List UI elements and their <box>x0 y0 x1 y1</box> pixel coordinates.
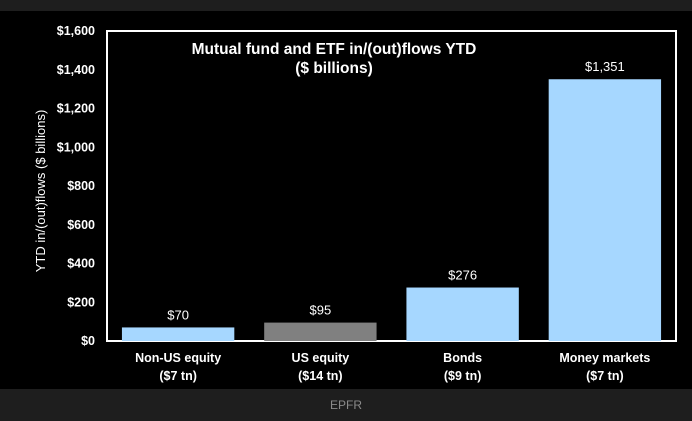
source-caption: EPFR <box>0 389 692 421</box>
bar <box>406 287 519 341</box>
y-tick-label: $1,400 <box>57 63 95 77</box>
x-category-label: Money markets <box>559 351 650 365</box>
y-tick-label: $1,200 <box>57 102 95 116</box>
bar-value-label: $276 <box>448 268 477 283</box>
x-category-sublabel: ($14 tn) <box>298 369 342 383</box>
bar <box>548 79 662 342</box>
y-tick-label: $1,000 <box>57 140 95 154</box>
x-category-label: Bonds <box>443 351 482 365</box>
x-category-sublabel: ($7 tn) <box>159 369 197 383</box>
bar-chart: $0 $200 $400 $600 $800 $1,000 $1,200 $1,400 $1,6… <box>33 24 677 383</box>
x-category-sublabel: ($7 tn) <box>586 369 624 383</box>
chart-subtitle: ($ billions) <box>295 60 373 77</box>
x-category-label: Non-US equity <box>135 351 221 365</box>
bar-value-label: $95 <box>310 303 332 318</box>
y-tick-label: $400 <box>67 257 95 271</box>
plot-frame <box>106 30 677 342</box>
y-axis-title: YTD in/(out)flows ($ billions) <box>33 110 48 273</box>
y-tick-label: $600 <box>67 218 95 232</box>
y-tick-label: $0 <box>81 334 95 348</box>
bar <box>264 322 377 341</box>
y-tick-label: $200 <box>67 295 95 309</box>
bar-value-label: $70 <box>167 307 189 322</box>
x-category-sublabel: ($9 tn) <box>444 369 482 383</box>
bar-value-label: $1,351 <box>585 59 625 74</box>
bar <box>121 327 235 341</box>
chart-area: $0 $200 $400 $600 $800 $1,000 $1,200 $1,400 $1,6… <box>0 11 692 389</box>
chart-title: Mutual fund and ETF in/(out)flows YTD <box>192 41 477 58</box>
y-tick-label: $1,600 <box>57 24 95 38</box>
y-tick-label: $800 <box>67 179 95 193</box>
x-category-label: US equity <box>292 351 350 365</box>
